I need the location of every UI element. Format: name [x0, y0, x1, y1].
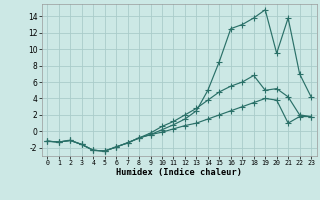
X-axis label: Humidex (Indice chaleur): Humidex (Indice chaleur) [116, 168, 242, 177]
